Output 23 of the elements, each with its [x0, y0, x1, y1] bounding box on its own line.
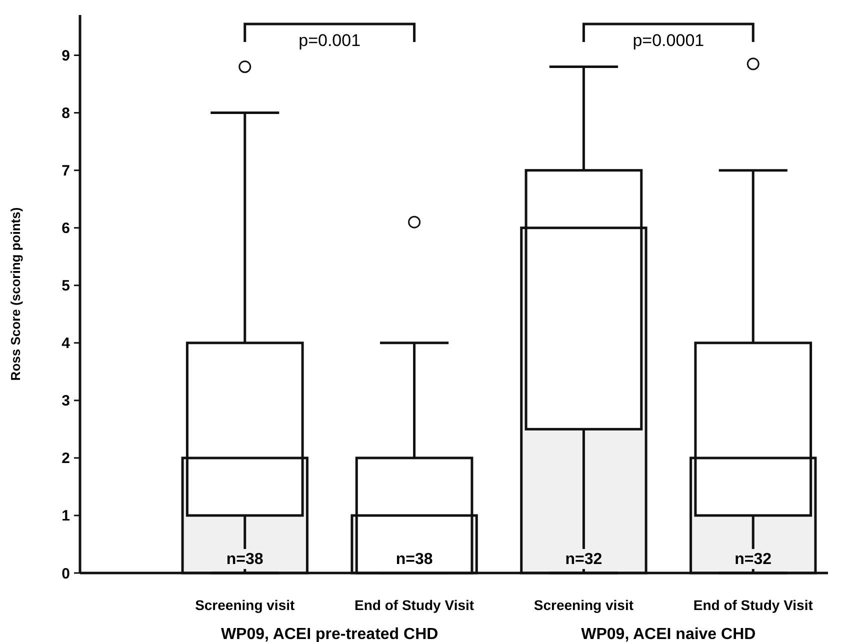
y-tick-label: 4: [62, 335, 71, 352]
x-tick-label: End of Study Visit: [693, 597, 814, 613]
y-tick-label: 0: [62, 565, 70, 582]
annotation: p=0.0001: [632, 31, 704, 50]
y-tick-label: 7: [62, 162, 70, 180]
annotation: n=32: [565, 551, 602, 568]
text: WP09, ACEI naive CHD: [581, 626, 756, 642]
x-tick-label: Screening visit: [534, 597, 634, 613]
annotation: n=38: [396, 551, 433, 568]
x-tick-label: Screening visit: [195, 597, 296, 613]
y-tick-label: 8: [62, 105, 70, 122]
y-tick-label: 6: [62, 220, 70, 238]
y-tick-label: 1: [62, 508, 70, 525]
y-tick-label: 9: [62, 48, 70, 65]
x-tick-label: End of Study Visit: [354, 597, 474, 613]
y-tick-label: 2: [62, 450, 70, 468]
y-tick-label: 3: [62, 392, 70, 410]
y-tick-label: 5: [62, 278, 70, 295]
annotation: n=32: [734, 551, 772, 568]
annotation: p=0.001: [298, 31, 361, 50]
annotation: n=38: [226, 551, 264, 568]
y-axis-title: Ross Score (scoring points): [8, 207, 23, 381]
text: WP09, ACEI pre-treated CHD: [220, 626, 438, 642]
